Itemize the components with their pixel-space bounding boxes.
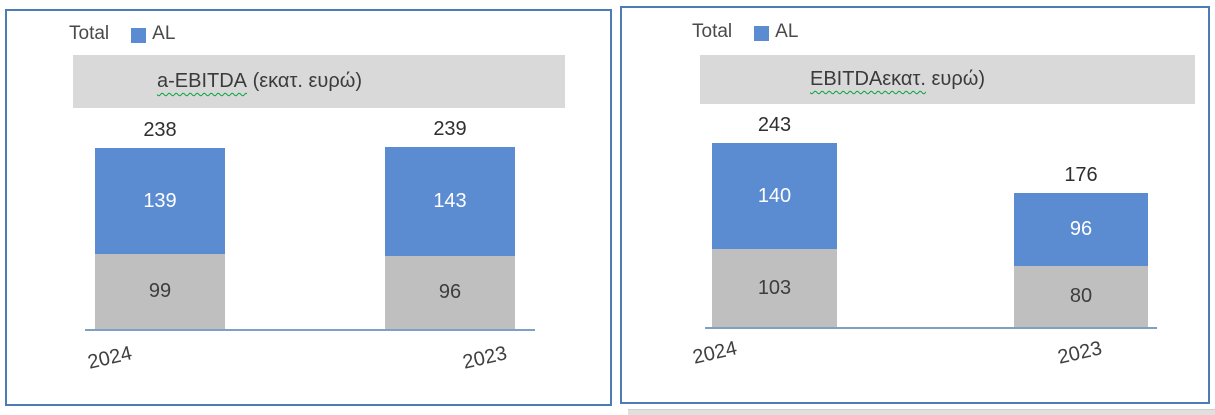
chart-title-rest-text: ευρώ): [925, 68, 985, 90]
chart-panel-a-ebitda: Total AL a-EBITDA (εκατ. ευρώ) 238 139 9…: [5, 9, 612, 406]
x-axis-tick-2023: 2023: [1055, 337, 1105, 369]
x-axis-line: [85, 329, 535, 331]
base-segment: 96: [385, 256, 515, 329]
x-axis-tick-2023: 2023: [460, 342, 510, 374]
base-data-label: 103: [757, 276, 792, 299]
total-data-label: 243: [757, 114, 792, 136]
stacked-bar-2023: 176 96 80: [1014, 164, 1148, 327]
legend-label-total: Total: [692, 21, 733, 42]
al-segment: 143: [385, 147, 515, 256]
x-axis-tick-2024: 2024: [85, 342, 135, 374]
base-data-label: 96: [438, 281, 462, 303]
stacked-bar-2024: 243 140 103: [712, 114, 837, 327]
stacked-bar-2023: 239 143 96: [385, 118, 515, 329]
chart-title-rest-text: (εκατ. ευρώ): [247, 70, 363, 92]
al-data-label: 140: [757, 184, 792, 207]
x-axis-tick-2024: 2024: [690, 337, 740, 369]
legend-label-al: AL: [152, 23, 176, 44]
base-segment: 99: [95, 254, 225, 329]
legend: Total AL: [69, 23, 175, 45]
al-legend-swatch-icon: [131, 27, 147, 43]
chart-title-misspelled-text: a-EBITDA: [157, 70, 248, 92]
legend-label-total: Total: [69, 23, 110, 44]
al-segment: 139: [95, 148, 225, 254]
al-legend-swatch-icon: [754, 25, 770, 41]
al-data-label: 96: [1069, 218, 1093, 240]
al-data-label: 143: [433, 190, 467, 212]
base-segment: 103: [712, 249, 837, 327]
al-data-label: 139: [143, 189, 177, 212]
base-segment: 80: [1014, 266, 1148, 327]
chart-title-misspelled-text: EBITDAεκατ.: [810, 68, 926, 90]
base-data-label: 80: [1069, 285, 1093, 307]
al-segment: 96: [1014, 193, 1148, 266]
al-segment: 140: [712, 143, 837, 249]
legend-label-al: AL: [775, 21, 799, 42]
chart-title: EBITDAεκατ. ευρώ): [700, 55, 1195, 104]
clipped-gray-strip: [628, 409, 1215, 415]
stacked-bar-2024: 238 139 99: [95, 119, 225, 329]
total-data-label: 176: [1064, 164, 1098, 186]
chart-panel-ebitda: Total AL EBITDAεκατ. ευρώ) 243 140 103 1…: [620, 6, 1210, 404]
total-data-label: 238: [143, 119, 177, 141]
legend: Total AL: [692, 21, 798, 43]
chart-title: a-EBITDA (εκατ. ευρώ): [73, 55, 565, 108]
total-data-label: 239: [433, 118, 467, 140]
x-axis-line: [705, 327, 1157, 329]
base-data-label: 99: [148, 280, 172, 302]
